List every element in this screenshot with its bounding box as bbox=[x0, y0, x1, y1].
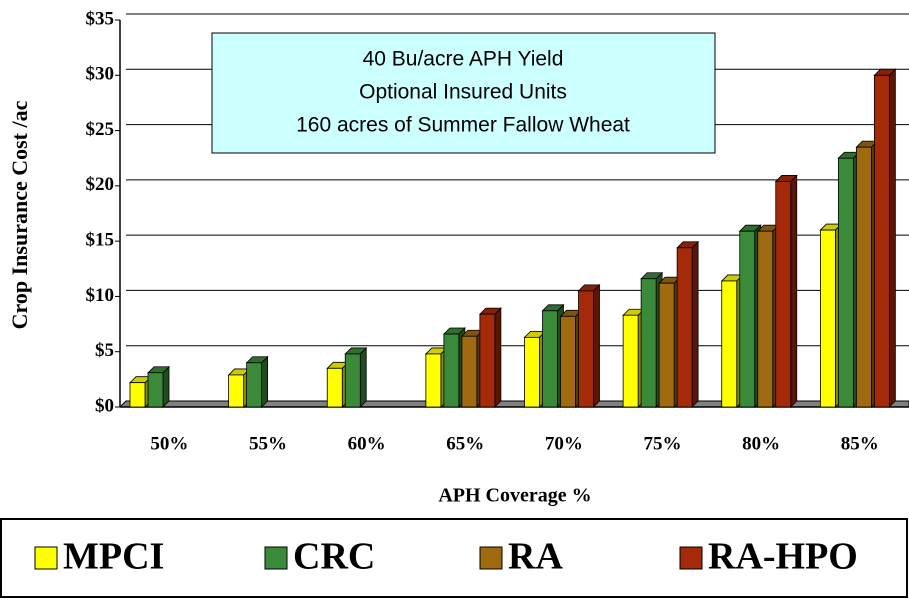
bar bbox=[344, 353, 361, 408]
bar bbox=[326, 367, 343, 408]
bar bbox=[425, 353, 442, 408]
bar-side bbox=[162, 365, 170, 408]
bar bbox=[721, 280, 738, 408]
bar bbox=[640, 278, 657, 408]
y-tick-label: $25 bbox=[86, 119, 115, 140]
annotation-text: 40 Bu/acre APH Yield bbox=[363, 48, 564, 71]
x-tick-label: 65% bbox=[446, 433, 484, 454]
x-tick-label: 50% bbox=[150, 433, 188, 454]
bar bbox=[837, 157, 854, 408]
x-tick-label: 70% bbox=[545, 433, 583, 454]
x-tick-label: 85% bbox=[841, 433, 879, 454]
bar bbox=[622, 314, 639, 408]
bar bbox=[147, 372, 164, 408]
bar bbox=[542, 310, 558, 408]
bar bbox=[524, 336, 540, 408]
bar bbox=[228, 374, 245, 408]
bar bbox=[739, 230, 756, 408]
x-axis-label: APH Coverage % bbox=[438, 485, 591, 507]
bar bbox=[560, 315, 576, 408]
legend-label: CRC bbox=[293, 536, 375, 578]
legend-label: RA bbox=[508, 536, 563, 578]
y-tick-label: $10 bbox=[86, 285, 115, 306]
y-tick-label: $30 bbox=[86, 64, 115, 85]
legend-swatch bbox=[34, 546, 58, 570]
bar bbox=[479, 313, 496, 408]
annotation-text: 160 acres of Summer Fallow Wheat bbox=[296, 114, 630, 137]
bar bbox=[246, 362, 263, 408]
bar-side bbox=[691, 240, 699, 408]
bar-side bbox=[888, 68, 896, 408]
bar bbox=[873, 74, 890, 408]
y-tick-label: $20 bbox=[86, 174, 115, 195]
bar bbox=[855, 146, 872, 408]
bar bbox=[461, 335, 478, 408]
legend-box bbox=[0, 518, 908, 598]
bar-side bbox=[261, 355, 269, 408]
bar bbox=[819, 229, 836, 408]
annotation-text: Optional Insured Units bbox=[359, 81, 567, 104]
bar bbox=[658, 282, 675, 408]
legend-label: RA-HPO bbox=[708, 536, 858, 578]
legend-swatch bbox=[479, 546, 503, 570]
bar bbox=[676, 247, 693, 408]
y-tick-label: $0 bbox=[95, 395, 114, 416]
legend-swatch bbox=[679, 546, 703, 570]
bar bbox=[757, 230, 774, 408]
y-axis-label: Crop Insurance Cost /ac bbox=[7, 100, 32, 329]
x-tick-label: 75% bbox=[643, 433, 681, 454]
y-tick-label: $15 bbox=[86, 230, 115, 251]
bar bbox=[443, 333, 460, 408]
bar-side bbox=[790, 174, 798, 408]
legend-swatch bbox=[264, 546, 288, 570]
x-tick-label: 80% bbox=[742, 433, 780, 454]
y-tick-label: $5 bbox=[95, 340, 114, 361]
y-tick-label: $35 bbox=[86, 8, 115, 29]
legend-label: MPCI bbox=[63, 536, 164, 578]
x-tick-label: 55% bbox=[249, 433, 287, 454]
bar-side bbox=[359, 346, 367, 408]
bar-side bbox=[593, 283, 600, 408]
bar bbox=[775, 181, 792, 408]
bar bbox=[578, 290, 594, 408]
annotation-box bbox=[211, 32, 716, 154]
bar bbox=[129, 382, 146, 408]
x-tick-label: 60% bbox=[348, 433, 386, 454]
bar-side bbox=[494, 307, 502, 408]
